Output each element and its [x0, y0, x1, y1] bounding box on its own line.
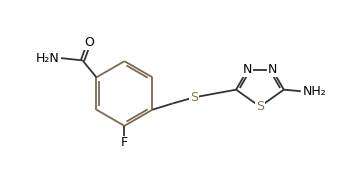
- Text: NH₂: NH₂: [302, 85, 326, 98]
- Text: O: O: [84, 36, 94, 49]
- Text: H₂N: H₂N: [36, 52, 59, 65]
- Text: N: N: [267, 63, 277, 76]
- Text: N: N: [243, 63, 252, 76]
- Text: S: S: [256, 100, 264, 113]
- Text: N: N: [243, 63, 252, 76]
- Text: F: F: [121, 136, 128, 149]
- Text: S: S: [190, 91, 198, 104]
- Text: F: F: [121, 136, 128, 149]
- Text: O: O: [84, 36, 94, 49]
- Text: S: S: [190, 91, 198, 104]
- Text: NH₂: NH₂: [302, 85, 326, 98]
- Text: H₂N: H₂N: [36, 52, 59, 65]
- Text: S: S: [256, 100, 264, 113]
- Text: N: N: [267, 63, 277, 76]
